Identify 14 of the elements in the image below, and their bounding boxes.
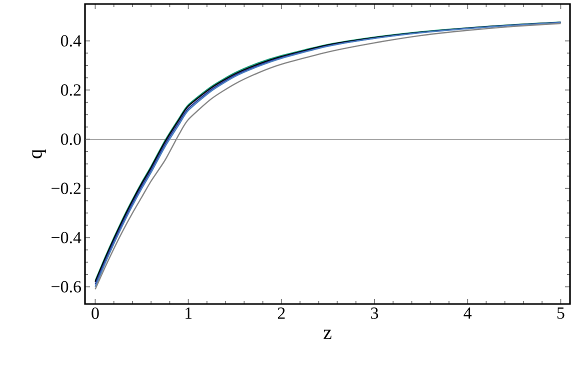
- x-tick-label: 1: [186, 308, 192, 319]
- y-tick-label: −0.4: [52, 232, 82, 244]
- x-tick-label: 3: [371, 308, 378, 319]
- x-tick-label: 5: [557, 308, 564, 319]
- y-tick-label: −0.6: [52, 281, 81, 293]
- y-tick-label: 0.4: [60, 35, 82, 47]
- y-tick-label: −0.2: [52, 182, 81, 194]
- y-tick-label: 0.2: [60, 84, 81, 96]
- x-axis-title: z: [324, 330, 332, 339]
- y-axis-title: q: [32, 149, 46, 158]
- x-tick-label: 4: [464, 308, 472, 319]
- x-tick-label: 0: [92, 308, 99, 319]
- x-tick-label: 2: [278, 308, 285, 319]
- y-tick-label: 0.0: [60, 133, 81, 145]
